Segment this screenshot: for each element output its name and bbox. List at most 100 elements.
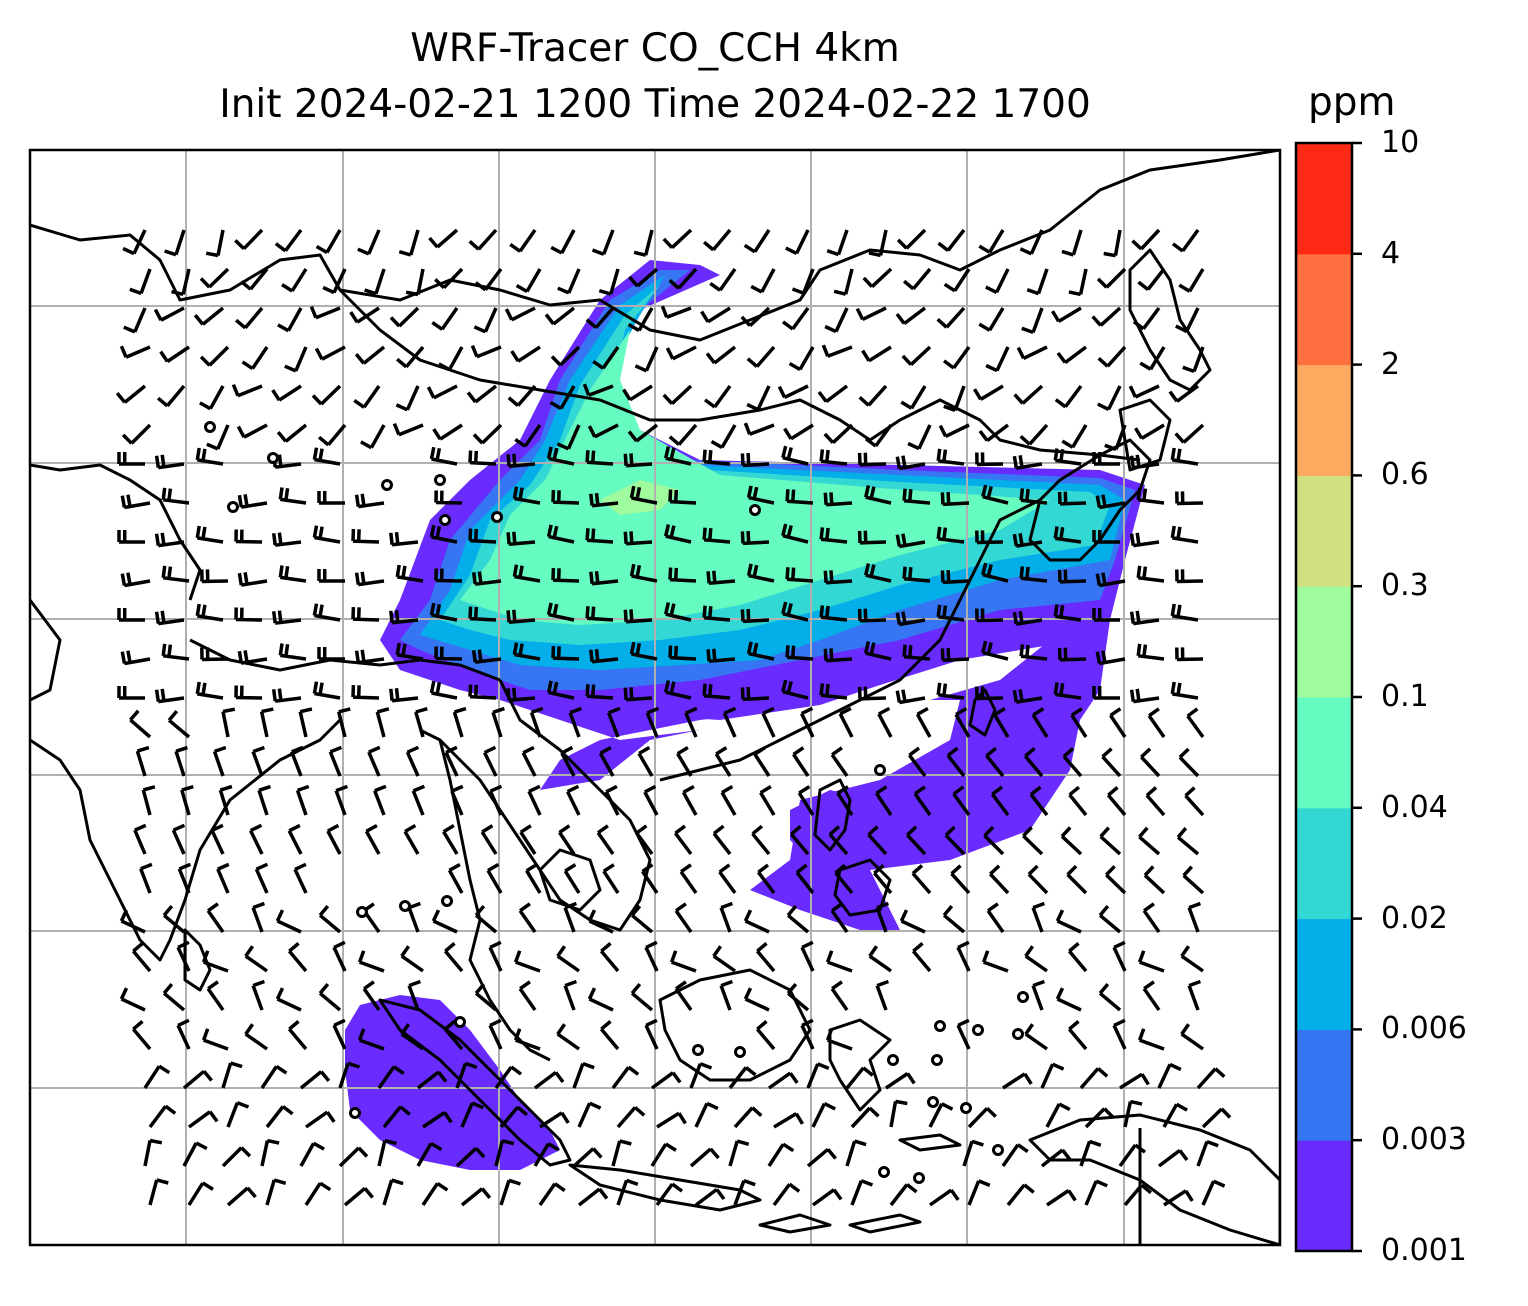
wind-barb [400, 1023, 425, 1051]
colorbar-tick-label: 0.02 [1381, 900, 1448, 936]
wind-barb [1112, 940, 1127, 972]
wind-barb [236, 423, 268, 439]
wind-barb [937, 228, 966, 252]
wind-barb [206, 980, 225, 1012]
wind-barb [488, 1018, 503, 1050]
wind-barb [740, 687, 770, 702]
calm-wind-circle [887, 1054, 899, 1066]
wind-barb [868, 229, 888, 258]
wind-barb [823, 648, 853, 663]
map-frame [28, 148, 1282, 1247]
wind-barb [1103, 229, 1122, 258]
calm-wind-circle [931, 1054, 943, 1066]
wind-barb [785, 567, 814, 583]
wind-barb [518, 980, 537, 1012]
wind-barb [629, 563, 658, 583]
wind-barb [1180, 1023, 1205, 1051]
wind-barb [1012, 689, 1043, 704]
wind-barb [599, 1020, 620, 1051]
wind-barb [1178, 268, 1205, 293]
wind-barb [395, 564, 424, 583]
wind-barb [755, 942, 776, 973]
wind-barb [767, 1142, 795, 1167]
wind-barb [318, 904, 342, 934]
wind-barb [546, 524, 575, 544]
calm-wind-circle [267, 452, 279, 464]
wind-barb [1175, 491, 1204, 506]
wind-barb [174, 745, 188, 777]
wind-barb [274, 228, 303, 253]
wind-barb [460, 1101, 484, 1128]
wind-barb [703, 384, 732, 409]
wind-barb [669, 950, 697, 973]
wind-barb [180, 785, 194, 816]
wind-barb [176, 1018, 191, 1050]
wind-barb [1176, 826, 1200, 856]
wind-barb [946, 746, 966, 778]
wind-barb [604, 784, 620, 816]
wind-barb [161, 643, 190, 661]
wind-barb [312, 603, 341, 622]
wind-barb [251, 745, 265, 777]
wind-barb [434, 490, 463, 505]
colorbar-tick-label: 2 [1381, 346, 1401, 382]
calm-wind-circle [972, 1024, 984, 1036]
wind-barb [825, 950, 853, 973]
wind-barb [1068, 268, 1088, 297]
wind-barb [357, 229, 381, 256]
wind-barb [1079, 1067, 1109, 1090]
calm-wind-circle [491, 511, 503, 523]
wind-barb [623, 453, 653, 468]
wind-barb [563, 901, 577, 933]
wind-barb [322, 268, 347, 295]
wind-barb [746, 485, 775, 505]
wind-barb [351, 685, 380, 700]
wind-barb [328, 745, 343, 777]
wind-barb [1175, 569, 1204, 584]
wind-barb [162, 982, 186, 1012]
wind-barb [546, 602, 575, 622]
wind-barb [287, 1020, 308, 1051]
wind-barb [1053, 604, 1082, 622]
wind-barb [299, 1070, 331, 1090]
wind-barb [751, 824, 771, 856]
wind-barb [1142, 902, 1161, 934]
wind-barb [759, 785, 776, 816]
wind-barb [786, 904, 810, 934]
wind-barb [592, 345, 620, 370]
wind-barb [494, 1065, 523, 1090]
wind-barb [1109, 707, 1127, 738]
wind-barb [1092, 686, 1120, 700]
wind-barb [706, 648, 736, 664]
wind-barb [1162, 1102, 1188, 1128]
wind-barb [720, 784, 737, 816]
wind-barb [630, 904, 654, 934]
wind-barb [533, 1142, 560, 1167]
calm-wind-circle [878, 1166, 890, 1178]
wind-barb [400, 945, 425, 973]
wind-barb [1013, 384, 1044, 405]
wind-barb [962, 1139, 984, 1167]
wind-barb [131, 1020, 152, 1051]
wind-barb [512, 564, 541, 583]
wind-barb [395, 642, 424, 661]
wind-barb [650, 1142, 677, 1167]
wind-barb [444, 745, 459, 777]
wind-barb [287, 942, 308, 973]
wind-barb [276, 423, 308, 443]
wind-barb [722, 706, 737, 738]
wind-barb [416, 1141, 443, 1167]
wind-barb [1091, 306, 1122, 327]
wind-barb [596, 824, 615, 856]
wind-barb [460, 1187, 492, 1207]
wind-barb [630, 982, 654, 1012]
wind-barb [312, 681, 341, 700]
wind-barb [260, 1064, 288, 1089]
wind-barb [488, 940, 503, 972]
wind-barb [551, 646, 580, 661]
wind-barb [1029, 785, 1049, 817]
wind-barb [364, 268, 386, 296]
wind-barb [915, 706, 932, 738]
wind-barb [148, 1104, 177, 1129]
wind-barb [1140, 747, 1161, 778]
